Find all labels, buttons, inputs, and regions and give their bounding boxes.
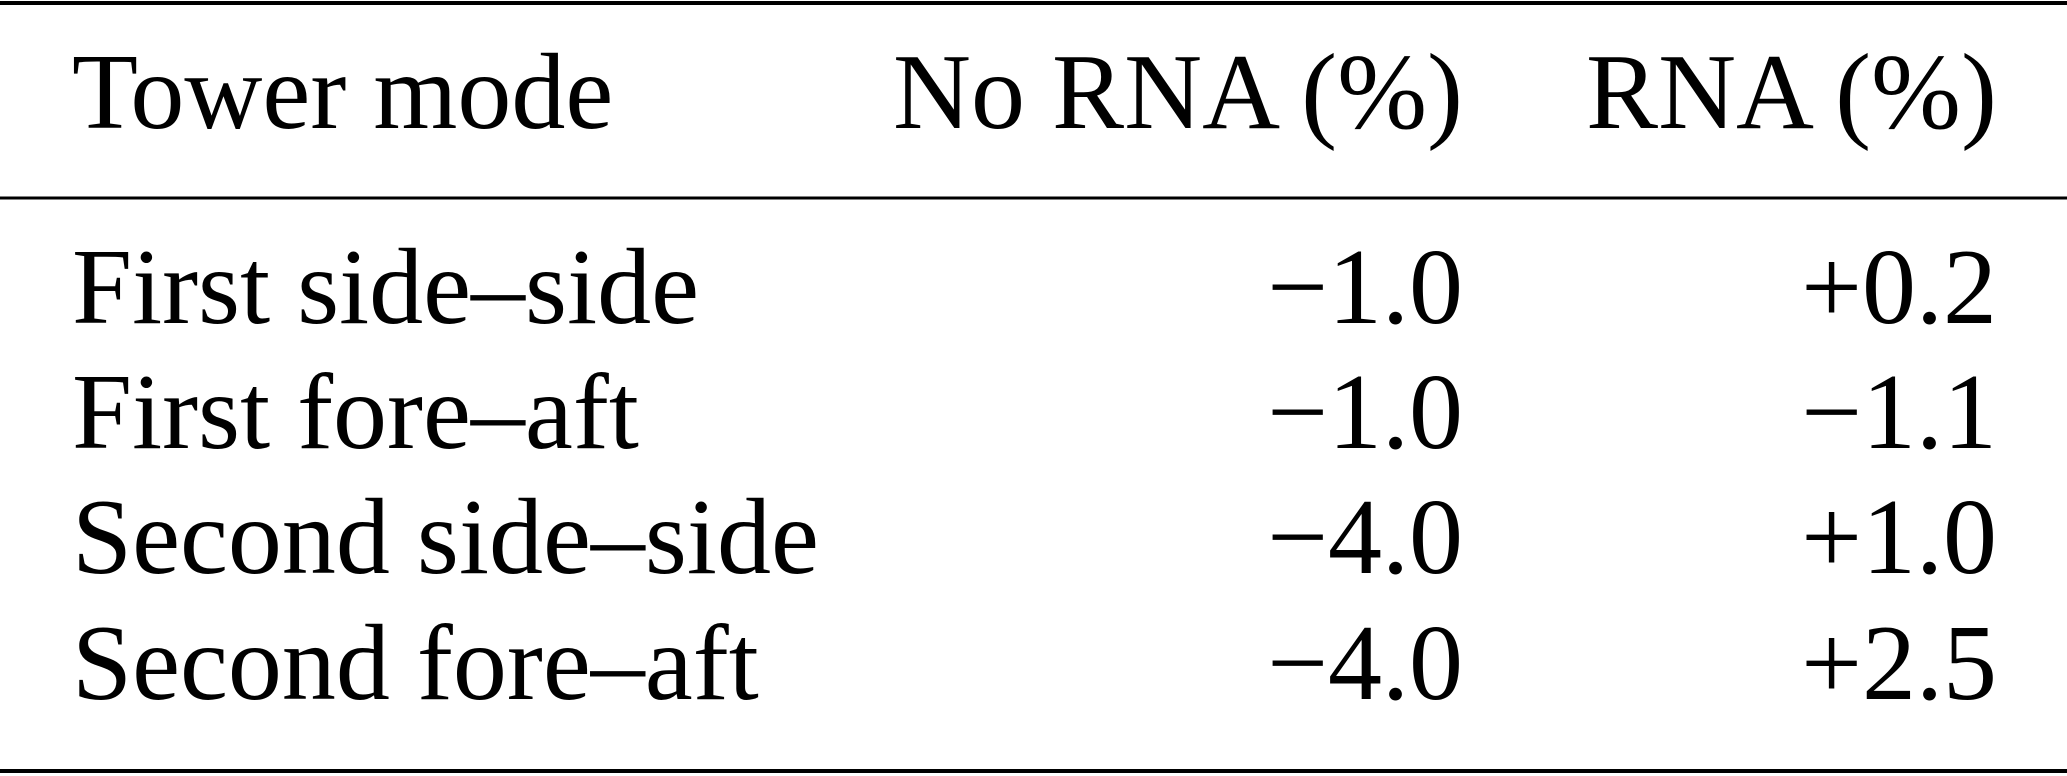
cell-value: −4.0 <box>1267 478 1463 597</box>
cell-value: −1.0 <box>1267 353 1463 472</box>
cell-value: −4.0 <box>1267 604 1463 723</box>
cell-value: −1.0 <box>1267 228 1463 347</box>
header-cell: RNA (%) <box>1586 33 1997 152</box>
header-cell: No RNA (%) <box>893 33 1463 152</box>
row-label: Second side–side <box>72 478 819 597</box>
cell-value: +2.5 <box>1801 604 1997 723</box>
cells: Tower mode No RNA (%) RNA (%) First side–si… <box>72 33 1997 723</box>
row-label: First fore–aft <box>72 353 639 472</box>
cell-value: +1.0 <box>1801 478 1997 597</box>
cell-value: +0.2 <box>1801 228 1997 347</box>
header-cell: Tower mode <box>72 33 613 152</box>
row-label: Second fore–aft <box>72 604 759 723</box>
row-label: First side–side <box>72 228 699 347</box>
cell-value: −1.1 <box>1801 353 1997 472</box>
